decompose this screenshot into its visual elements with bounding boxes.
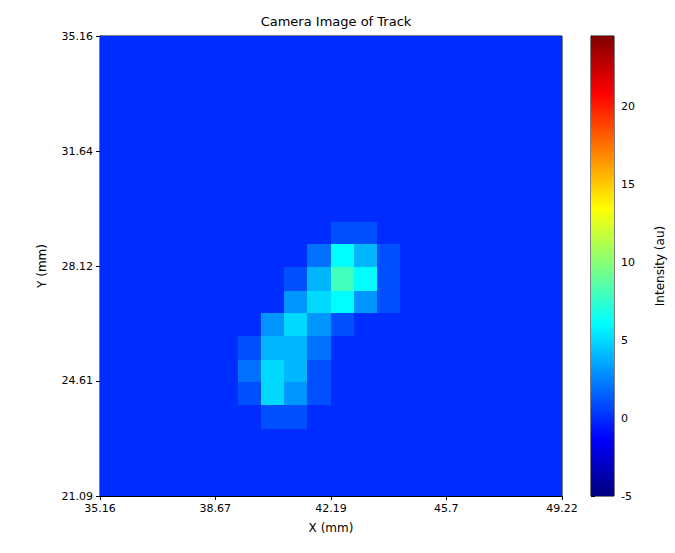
svg-text:20: 20 [621, 100, 635, 113]
svg-text:X (mm): X (mm) [309, 521, 354, 535]
svg-text:42.19: 42.19 [315, 502, 347, 515]
svg-text:15: 15 [621, 178, 635, 191]
svg-text:Y (mm): Y (mm) [35, 244, 49, 289]
svg-text:24.61: 24.61 [62, 374, 94, 387]
svg-text:Intensity (au): Intensity (au) [653, 226, 667, 306]
svg-text:28.12: 28.12 [62, 260, 94, 273]
svg-text:Camera Image of Track: Camera Image of Track [261, 14, 412, 29]
svg-text:0: 0 [621, 412, 628, 425]
svg-text:-5: -5 [621, 490, 632, 503]
svg-text:38.67: 38.67 [200, 502, 232, 515]
svg-text:31.64: 31.64 [62, 145, 94, 158]
svg-text:5: 5 [621, 334, 628, 347]
svg-text:10: 10 [621, 256, 635, 269]
svg-text:45.7: 45.7 [434, 502, 459, 515]
svg-text:21.09: 21.09 [62, 490, 94, 503]
svg-text:49.22: 49.22 [546, 502, 578, 515]
svg-text:35.16: 35.16 [62, 30, 94, 43]
svg-text:35.16: 35.16 [84, 502, 116, 515]
